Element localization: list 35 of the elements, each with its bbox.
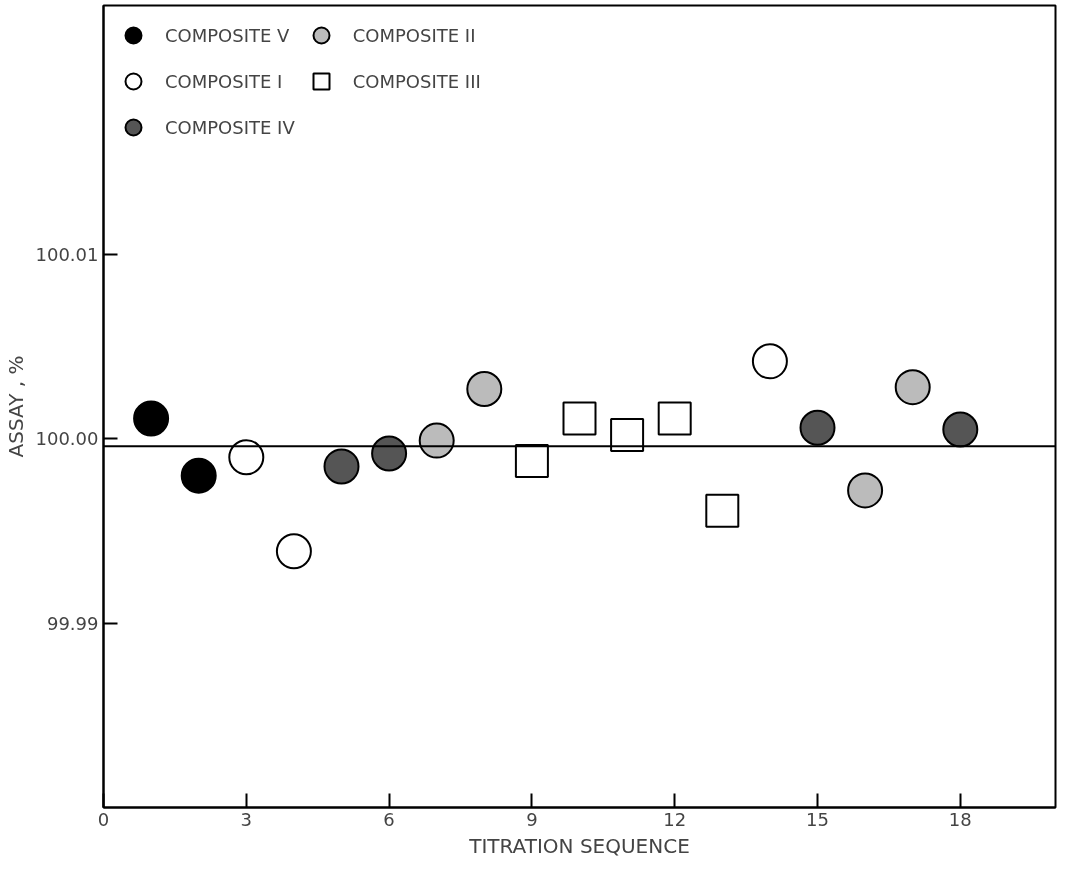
point [847, 472, 884, 509]
y-tick-label: 100.01 [35, 243, 99, 265]
x-tick-label: 12 [663, 808, 687, 830]
x-tick-label: 18 [948, 808, 972, 830]
legend-label: COMPOSITE II [352, 24, 476, 46]
legend-label: COMPOSITE IV [165, 116, 295, 138]
legend-label: COMPOSITE V [165, 24, 290, 46]
point [514, 443, 549, 478]
point [751, 343, 788, 380]
point [180, 457, 217, 494]
legend-label: COMPOSITE I [165, 70, 283, 92]
point [705, 493, 740, 528]
x-tick-label: 6 [383, 808, 395, 830]
point [371, 435, 408, 472]
point [275, 533, 312, 570]
legend-label: COMPOSITE III [352, 70, 481, 92]
x-tick-label: 9 [526, 808, 538, 830]
point [610, 418, 645, 453]
y-tick-label: 100.00 [35, 428, 99, 450]
point [228, 439, 265, 476]
point [562, 401, 597, 436]
point [323, 448, 360, 485]
point [133, 400, 170, 437]
point [799, 409, 836, 446]
x-tick-label: 0 [97, 808, 110, 830]
y-axis-title: ASSAY , % [3, 355, 28, 458]
x-axis-title: TITRATION SEQUENCE [468, 833, 690, 858]
point [894, 369, 931, 406]
x-tick-label: 3 [240, 808, 253, 830]
point [466, 371, 503, 407]
y-tick-label: 99.99 [46, 612, 99, 634]
point [942, 411, 979, 448]
point [657, 401, 692, 436]
x-tick-label: 15 [806, 808, 829, 830]
point [418, 422, 455, 459]
